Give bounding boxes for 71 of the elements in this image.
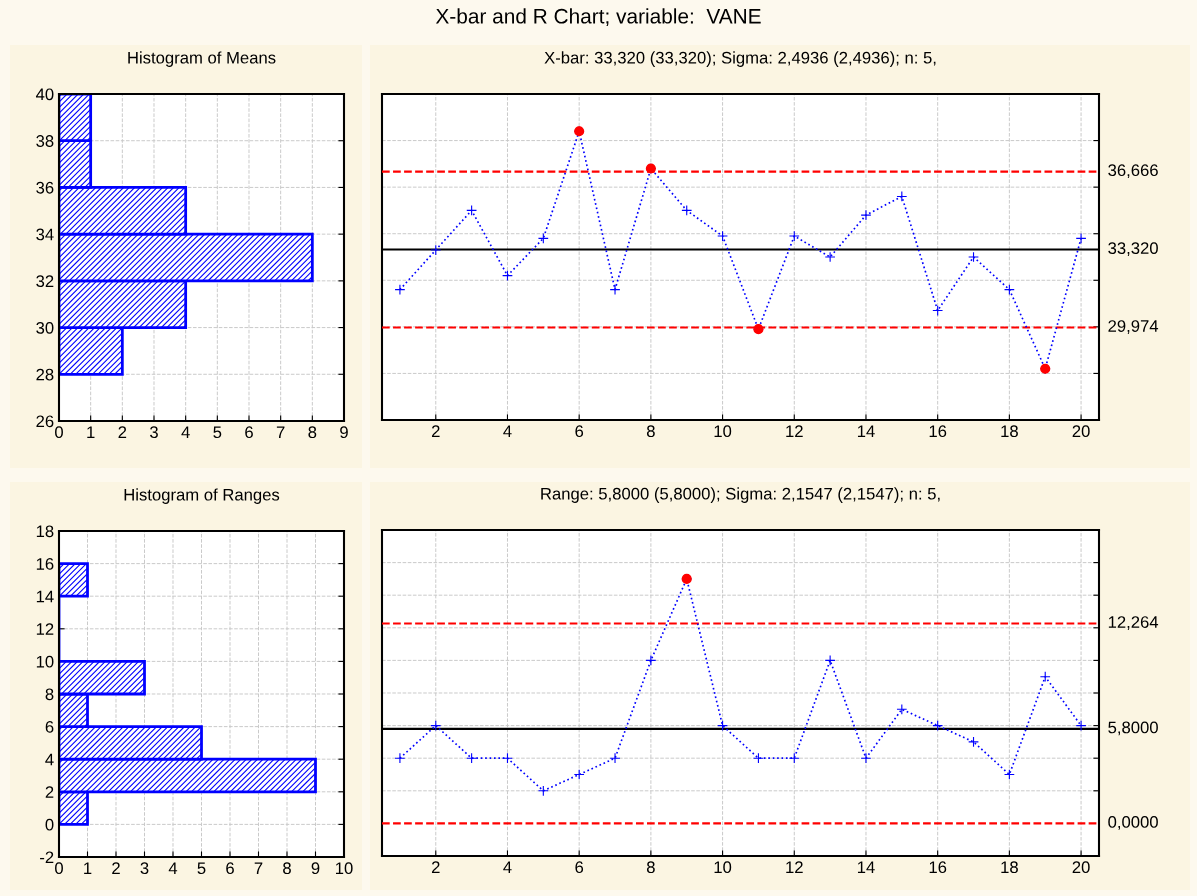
x-tick-label: 4	[168, 862, 178, 874]
x-tick-label: 20	[1072, 425, 1090, 438]
y-tick-label: 8	[45, 688, 54, 701]
x-tick-label: 14	[857, 861, 875, 873]
chart-title: Histogram of Means	[128, 51, 276, 67]
y-tick-label: -2	[40, 851, 54, 864]
x-tick-label: 2	[112, 862, 120, 874]
y-tick-label: 4	[45, 753, 54, 766]
y-tick-label: 40	[35, 88, 54, 101]
y-tick-label: 38	[36, 135, 54, 147]
x-tick-label: 8	[646, 425, 655, 438]
ref-line-label: 33,320	[1108, 242, 1158, 256]
x-tick-label: 9	[340, 426, 348, 439]
y-tick-label: 0	[45, 818, 54, 831]
x-tick-label: 4	[181, 426, 190, 438]
y-tick-label: 10	[36, 655, 54, 668]
y-tick-label: 16	[36, 558, 54, 570]
x-tick-label: 10	[336, 862, 353, 875]
text: X-bar and R Chart; variable: VANE	[435, 8, 761, 27]
x-tick-label: 5	[197, 862, 206, 875]
x-tick-label: 4	[503, 425, 512, 437]
x-tick-label: 7	[276, 426, 285, 438]
y-tick-label: 6	[45, 721, 54, 733]
chart-title: X-bar: 33,320 (33,320); Sigma: 2,4936 (2,4936); n: 5,	[544, 51, 936, 67]
ref-line-label: 29,974	[1108, 320, 1159, 334]
y-tick-label: 2	[45, 786, 54, 798]
x-tick-label: 6	[226, 862, 234, 875]
x-tick-label: 1	[84, 862, 92, 874]
chart-title: Range: 5,8000 (5,8000); Sigma: 2,1547 (2,1547); n: 5,	[541, 487, 940, 503]
x-tick-label: 5	[213, 426, 222, 439]
x-tick-label: 9	[311, 862, 320, 875]
x-tick-label: 6	[575, 861, 584, 874]
x-tick-label: 7	[254, 862, 263, 874]
ref-line-label: 5,8000	[1108, 721, 1158, 736]
x-tick-label: 6	[245, 426, 253, 439]
x-tick-label: 0	[55, 862, 63, 875]
ref-line-label: 0,0000	[1108, 816, 1158, 830]
y-tick-label: 34	[36, 228, 54, 241]
x-tick-label: 18	[1001, 425, 1018, 438]
x-tick-label: 1	[87, 426, 95, 438]
y-tick-label: 18	[36, 525, 54, 538]
x-tick-label: 2	[118, 426, 127, 438]
y-tick-label: 30	[36, 321, 54, 334]
x-tick-label: 3	[140, 862, 149, 875]
chart-title: Histogram of Ranges	[124, 488, 280, 504]
y-tick-label: 32	[36, 275, 54, 288]
x-tick-label: 0	[55, 426, 63, 439]
x-tick-label: 8	[283, 862, 291, 875]
x-tick-label: 20	[1072, 861, 1090, 874]
x-tick-label: 6	[575, 425, 584, 438]
x-tick-label: 2	[431, 425, 440, 437]
x-tick-label: 4	[503, 861, 512, 873]
x-tick-label: 14	[857, 425, 875, 437]
x-tick-label: 3	[150, 426, 158, 439]
x-tick-label: 8	[646, 861, 655, 874]
x-tick-label: 16	[929, 861, 947, 874]
ref-line-label: 36,666	[1108, 164, 1158, 179]
y-tick-label: 12	[36, 623, 54, 635]
y-tick-label: 36	[36, 181, 54, 194]
y-tick-label: 26	[36, 415, 54, 428]
x-tick-label: 16	[929, 425, 947, 438]
x-tick-label: 8	[308, 426, 317, 439]
ref-line-label: 12,264	[1108, 616, 1159, 630]
x-tick-label: 12	[786, 861, 803, 873]
x-tick-label: 12	[786, 425, 803, 437]
x-tick-label: 10	[714, 425, 732, 438]
y-tick-label: 14	[36, 590, 54, 603]
x-tick-label: 10	[714, 861, 732, 874]
x-tick-label: 2	[431, 861, 440, 873]
y-tick-label: 28	[36, 368, 54, 381]
x-tick-label: 18	[1001, 861, 1018, 874]
